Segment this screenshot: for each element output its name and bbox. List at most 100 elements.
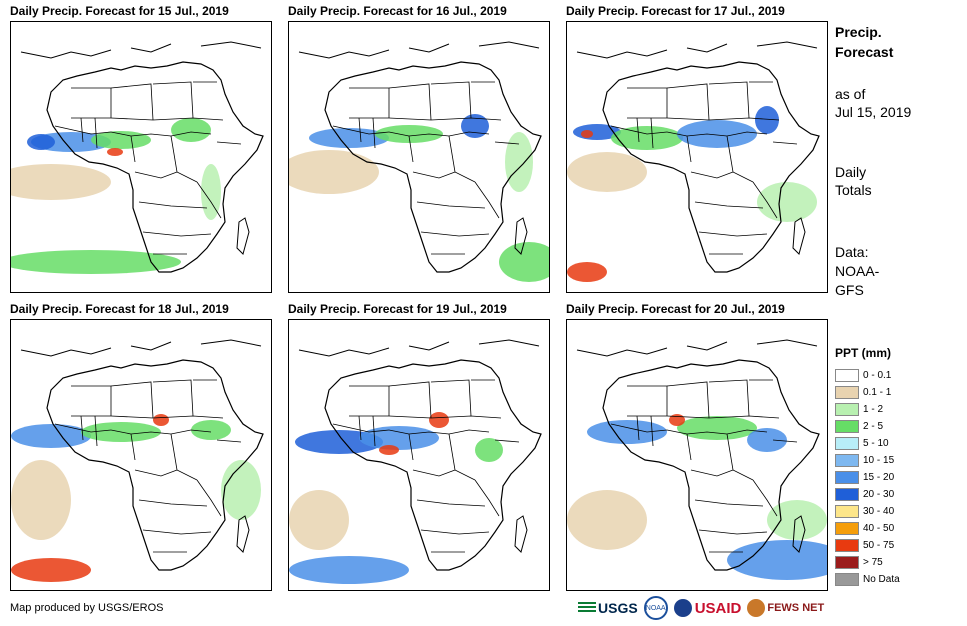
legend-swatch xyxy=(835,471,859,484)
country-border xyxy=(388,131,490,137)
forecast-panel: Daily Precip. Forecast for 18 Jul., 2019 xyxy=(10,302,272,591)
legend-item: 10 - 15 xyxy=(835,453,894,468)
country-border xyxy=(110,429,212,435)
country-border xyxy=(474,181,500,219)
legend-swatch xyxy=(835,522,859,535)
legend-item: 15 - 20 xyxy=(835,470,894,485)
rain-area xyxy=(379,445,399,455)
country-border xyxy=(448,135,476,183)
country-border xyxy=(372,415,376,447)
country-border xyxy=(650,415,654,447)
rain-area xyxy=(677,120,757,148)
country-border xyxy=(627,87,668,118)
rain-area xyxy=(677,416,757,440)
country-border xyxy=(494,141,520,145)
panel-title: Daily Precip. Forecast for 15 Jul., 2019 xyxy=(10,4,229,18)
country-border xyxy=(420,231,490,237)
country-border xyxy=(694,499,764,507)
rain-area xyxy=(289,490,349,550)
legend-label: 50 - 75 xyxy=(863,540,895,551)
asof-line1: as of xyxy=(835,86,866,102)
legend-item: No Data xyxy=(835,572,900,587)
rain-area xyxy=(191,420,231,440)
country-border xyxy=(388,429,490,435)
forecast-map xyxy=(288,319,550,591)
heading-line1: Precip. xyxy=(835,24,882,40)
usgs-logo: USGS xyxy=(578,600,638,616)
usaid-seal-icon xyxy=(673,599,692,617)
legend-swatch xyxy=(835,437,859,450)
legend-swatch xyxy=(835,454,859,467)
country-border xyxy=(138,499,208,507)
fews-net-logo: FEWS NET xyxy=(747,599,824,617)
country-border xyxy=(416,499,486,507)
coastline xyxy=(298,41,540,59)
map-svg xyxy=(289,339,542,584)
country-border xyxy=(494,439,520,443)
country-border xyxy=(216,141,242,145)
country-border xyxy=(690,171,734,179)
logos: USGS NOAA USAID FEWS NET xyxy=(578,594,824,622)
coastline xyxy=(576,339,818,357)
rain-area xyxy=(747,428,787,452)
legend-item: 30 - 40 xyxy=(835,504,894,519)
country-border xyxy=(416,201,486,209)
country-border xyxy=(666,83,710,121)
madagascar-outline xyxy=(236,515,250,553)
legend-swatch xyxy=(835,420,859,433)
country-border xyxy=(420,529,490,535)
africa-outline xyxy=(46,359,264,571)
country-border xyxy=(71,117,224,121)
panel-title: Daily Precip. Forecast for 17 Jul., 2019 xyxy=(566,4,785,18)
rain-area xyxy=(107,148,123,156)
country-border xyxy=(752,181,778,219)
country-border xyxy=(694,201,764,209)
forecast-panel: Daily Precip. Forecast for 19 Jul., 2019 xyxy=(288,302,550,591)
legend-swatch xyxy=(835,488,859,501)
rain-area xyxy=(289,150,379,194)
country-border xyxy=(388,83,432,121)
country-border xyxy=(349,415,502,419)
legend-swatch xyxy=(835,403,859,416)
legend-item: 20 - 30 xyxy=(835,487,894,502)
country-border xyxy=(686,135,692,163)
legend-item: 0.1 - 1 xyxy=(835,385,891,400)
legend-label: > 75 xyxy=(863,557,883,568)
country-border xyxy=(666,381,710,419)
country-border xyxy=(142,529,212,535)
country-border xyxy=(430,379,472,417)
legend-label: 10 - 15 xyxy=(863,455,895,466)
panel-title: Daily Precip. Forecast for 19 Jul., 2019 xyxy=(288,302,507,316)
map-svg xyxy=(11,339,264,582)
madagascar-outline xyxy=(514,515,528,553)
country-border xyxy=(412,469,456,477)
data-line1: Data: xyxy=(835,244,869,260)
legend-label: 0.1 - 1 xyxy=(863,387,892,398)
country-border xyxy=(650,117,654,149)
country-border xyxy=(408,433,414,461)
country-border xyxy=(152,81,194,119)
rain-area xyxy=(429,412,449,428)
rain-area xyxy=(359,426,439,450)
country-border xyxy=(627,415,780,419)
country-border xyxy=(627,117,780,121)
country-border xyxy=(372,117,376,149)
rain-area xyxy=(11,558,91,582)
coastline xyxy=(576,41,818,59)
legend-item: 50 - 75 xyxy=(835,538,894,553)
madagascar-outline xyxy=(236,217,250,255)
forecast-map xyxy=(10,319,272,591)
coastline xyxy=(20,339,262,357)
country-border xyxy=(666,131,768,137)
rain-area xyxy=(11,250,181,274)
country-border xyxy=(130,433,136,461)
country-border xyxy=(94,117,98,149)
country-border xyxy=(448,433,476,481)
map-svg xyxy=(289,41,549,282)
country-border xyxy=(94,415,98,447)
rain-area xyxy=(505,132,533,192)
rain-area xyxy=(309,128,389,148)
legend-title: PPT (mm) xyxy=(835,346,892,360)
country-border xyxy=(772,439,798,443)
legend-item: 40 - 50 xyxy=(835,521,894,536)
